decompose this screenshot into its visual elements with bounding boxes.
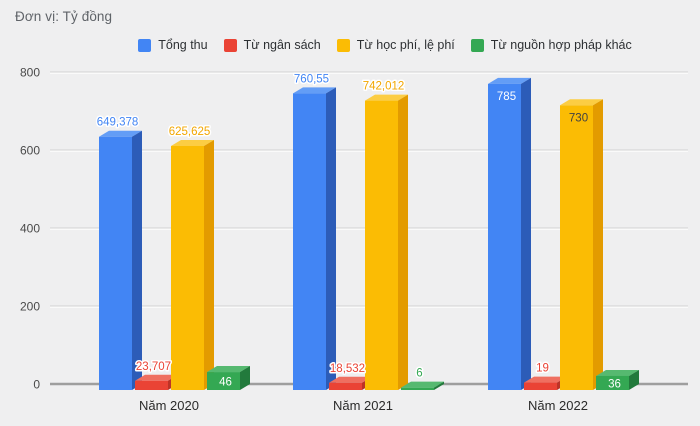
bar-value-label: 46 [219, 377, 232, 389]
bar-front-face [171, 146, 204, 390]
bar-top-face [560, 99, 603, 106]
bar-value-label: 730 [569, 112, 588, 124]
bar-front-face [488, 83, 521, 390]
x-axis-category-label: Năm 2020 [139, 398, 199, 413]
x-axis-category-label: Năm 2022 [528, 398, 588, 413]
bar-value-label: 36 [608, 378, 621, 390]
bar-tu-hoc-phi-le-phi-nam-2022[interactable] [560, 99, 603, 391]
bar-front-face [207, 372, 240, 390]
legend-label: Tổng thu [158, 38, 208, 52]
bar-top-face [596, 369, 639, 376]
legend-swatch-tu-hoc-phi-le-phi [336, 38, 350, 52]
bar-value-label: 23,707 [136, 361, 171, 373]
bar-top-face [524, 376, 567, 383]
bar-side-face [326, 87, 336, 390]
bar-side-face [629, 369, 639, 390]
bar-front-face [99, 136, 132, 390]
bar-side-face [132, 130, 142, 390]
bar-top-face [329, 376, 372, 383]
bar-front-face [401, 387, 434, 390]
bar-tu-hoc-phi-le-phi-nam-2020[interactable] [171, 140, 214, 390]
bar-value-label: 18,532 [330, 363, 365, 375]
bar-side-face [240, 366, 250, 390]
legend-item-tu-nguon-hop-phap-khac[interactable]: Từ nguồn hợp pháp khác [470, 38, 632, 52]
bar-front-face [293, 93, 326, 390]
bar-top-face [401, 381, 444, 388]
bar-top-face [293, 87, 336, 94]
bar-value-label: 625,625 [169, 126, 211, 138]
y-axis-tick-label: 400 [20, 222, 40, 236]
bar-tu-nguon-hop-phap-khac-nam-2021[interactable] [401, 381, 444, 390]
legend-item-tu-ngan-sach[interactable]: Từ ngân sách [223, 38, 321, 52]
bar-value-label: 19 [536, 363, 549, 375]
bar-top-face [365, 94, 408, 101]
bar-front-face [524, 382, 557, 390]
bar-front-face [596, 375, 629, 390]
legend-swatch-tong-thu [138, 38, 152, 52]
bar-top-face [99, 130, 142, 137]
unit-label: Đơn vị: Tỷ đồng [15, 9, 113, 24]
bar-side-face [398, 94, 408, 390]
y-axis-tick-label: 800 [20, 66, 40, 80]
bar-front-face [135, 380, 168, 390]
bar-side-face [593, 99, 603, 391]
bar-side-face [204, 140, 214, 390]
bar-top-face [207, 366, 250, 373]
bar-front-face [560, 105, 593, 391]
bar-value-label: 760,55 [294, 73, 329, 85]
x-axis-category-label: Năm 2021 [333, 398, 393, 413]
bar-tu-nguon-hop-phap-khac-nam-2022[interactable] [596, 369, 639, 390]
bar-front-face [365, 100, 398, 390]
y-axis-tick-label: 0 [33, 378, 40, 392]
legend-item-tu-hoc-phi-le-phi[interactable]: Từ học phí, lệ phí [336, 38, 455, 52]
bar-top-face [135, 374, 178, 381]
legend-swatch-tu-nguon-hop-phap-khac [470, 38, 484, 52]
bar-tong-thu-nam-2020[interactable] [99, 130, 142, 390]
bar-value-label: 6 [416, 368, 422, 380]
bar-tong-thu-nam-2021[interactable] [293, 87, 336, 390]
legend-swatch-tu-ngan-sach [223, 38, 237, 52]
bar-front-face [329, 382, 362, 390]
bar-top-face [488, 77, 531, 84]
legend-label: Từ học phí, lệ phí [356, 38, 455, 52]
legend-item-tong-thu[interactable]: Tổng thu [138, 38, 208, 52]
bar-value-label: 649,378 [97, 117, 139, 129]
y-axis-tick-label: 200 [20, 300, 40, 314]
bar-value-label: 742,012 [363, 81, 405, 93]
bar-side-face [521, 77, 531, 390]
legend: Tổng thu Từ ngân sách Từ học phí, lệ phí Từ… [70, 38, 700, 52]
bar-tu-hoc-phi-le-phi-nam-2021[interactable] [365, 94, 408, 390]
bar-tu-nguon-hop-phap-khac-nam-2020[interactable] [207, 366, 250, 390]
bar-value-label: 785 [497, 91, 516, 103]
bar-tong-thu-nam-2022[interactable] [488, 77, 531, 390]
bar-top-face [171, 140, 214, 147]
bar-side-face [434, 381, 444, 390]
legend-label: Từ nguồn hợp pháp khác [490, 38, 632, 52]
y-axis-tick-label: 600 [20, 144, 40, 158]
legend-label: Từ ngân sách [243, 38, 321, 52]
